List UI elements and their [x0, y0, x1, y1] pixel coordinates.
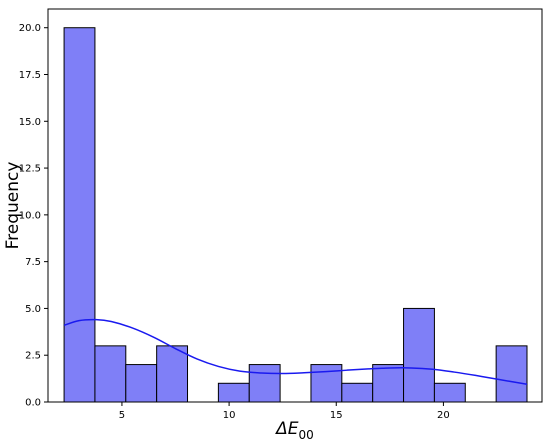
y-tick-label: 7.5 — [25, 257, 41, 268]
bars-group — [63, 27, 528, 403]
histogram-bar — [63, 27, 96, 403]
y-tick-label: 2.5 — [25, 351, 41, 362]
histogram-bar — [156, 345, 189, 403]
y-tick-label: 0.0 — [25, 398, 41, 409]
x-axis-label-main: ΔE — [274, 419, 299, 439]
x-axis-label-sub: 00 — [299, 428, 314, 442]
x-axis-ticks: 5 10 15 20 — [119, 402, 450, 421]
y-tick-label: 10.0 — [19, 210, 41, 221]
histogram-bar — [94, 345, 127, 403]
plot-frame — [47, 8, 543, 403]
histogram-bar — [248, 364, 281, 403]
y-axis-label: Frequency — [3, 162, 23, 250]
histogram-bar — [125, 364, 158, 403]
histogram-bar — [495, 345, 528, 403]
histogram-bar — [433, 382, 466, 403]
y-axis-ticks: 0.0 2.5 5.0 7.5 10.0 12.5 15.0 17.5 20.0 — [19, 23, 48, 409]
histogram-bar — [341, 382, 374, 403]
y-tick-label: 5.0 — [25, 304, 41, 315]
y-tick-label: 20.0 — [19, 23, 41, 34]
x-axis-label: ΔE00 — [274, 419, 314, 442]
histogram-bar — [403, 307, 435, 403]
x-tick-label: 15 — [330, 410, 343, 421]
histogram-bar — [372, 364, 405, 403]
y-tick-label: 17.5 — [19, 70, 41, 81]
y-tick-label: 12.5 — [19, 164, 41, 175]
kde-curve — [63, 318, 528, 385]
x-tick-label: 10 — [223, 410, 236, 421]
x-tick-label: 20 — [437, 410, 450, 421]
histogram-bar — [217, 382, 250, 403]
y-tick-label: 15.0 — [19, 117, 41, 128]
x-tick-label: 5 — [119, 410, 125, 421]
